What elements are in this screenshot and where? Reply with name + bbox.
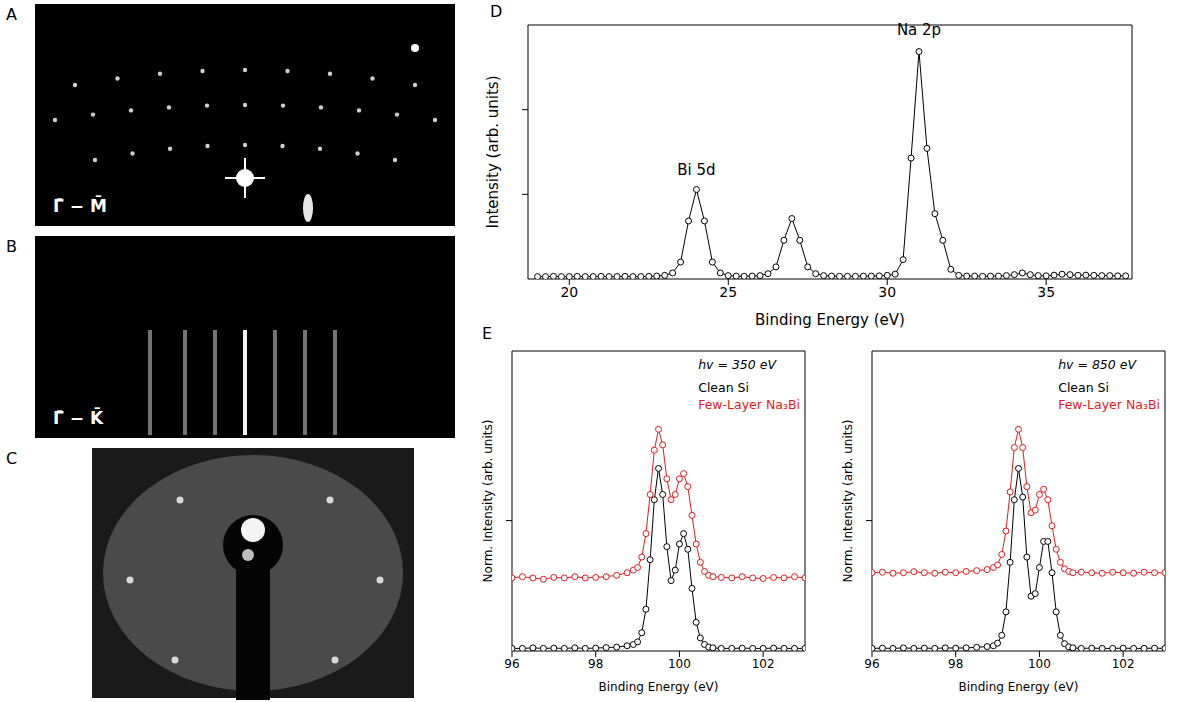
svg-text:102: 102 bbox=[1112, 657, 1135, 671]
svg-text:30: 30 bbox=[878, 284, 896, 300]
svg-text:Γ̄ − K̄: Γ̄ − K̄ bbox=[53, 407, 104, 428]
svg-text:35: 35 bbox=[1037, 284, 1055, 300]
svg-text:102: 102 bbox=[752, 657, 775, 671]
svg-text:A: A bbox=[6, 5, 17, 24]
html-text:hv = 850 eV: hv = 850 eV bbox=[1058, 357, 1136, 372]
svg-text:Binding Energy (eV): Binding Energy (eV) bbox=[755, 311, 905, 329]
svg-text:96: 96 bbox=[504, 657, 519, 671]
svg-text:100: 100 bbox=[1028, 657, 1051, 671]
svg-text:98: 98 bbox=[948, 657, 963, 671]
svg-text:Bi 5d: Bi 5d bbox=[677, 161, 715, 179]
svg-text:B: B bbox=[6, 237, 17, 256]
html-text:hv = 350 eV: hv = 350 eV bbox=[698, 357, 776, 372]
svg-text:96: 96 bbox=[864, 657, 879, 671]
html-text:Clean Si: Clean Si bbox=[1058, 380, 1109, 395]
svg-text:Binding Energy (eV): Binding Energy (eV) bbox=[959, 680, 1079, 694]
svg-text:Binding Energy (eV): Binding Energy (eV) bbox=[599, 680, 719, 694]
html-text:Few-Layer Na₃Bi: Few-Layer Na₃Bi bbox=[698, 397, 800, 412]
html-text:E: E bbox=[482, 324, 493, 343]
svg-text:Intensity (arb. units): Intensity (arb. units) bbox=[484, 75, 502, 228]
svg-text:C: C bbox=[6, 449, 17, 468]
svg-text:20: 20 bbox=[560, 284, 578, 300]
html-text:D: D bbox=[490, 2, 503, 21]
svg-text:Γ̄ − M̄: Γ̄ − M̄ bbox=[53, 195, 107, 216]
svg-text:Na 2p: Na 2p bbox=[897, 21, 941, 39]
svg-text:Norm. Intensity (arb. units): Norm. Intensity (arb. units) bbox=[841, 420, 855, 583]
svg-text:98: 98 bbox=[588, 657, 603, 671]
svg-text:100: 100 bbox=[668, 657, 691, 671]
svg-text:Norm. Intensity (arb. units): Norm. Intensity (arb. units) bbox=[481, 420, 495, 583]
html-text:Clean Si: Clean Si bbox=[698, 380, 749, 395]
html-text:Few-Layer Na₃Bi: Few-Layer Na₃Bi bbox=[1058, 397, 1160, 412]
svg-text:25: 25 bbox=[719, 284, 737, 300]
